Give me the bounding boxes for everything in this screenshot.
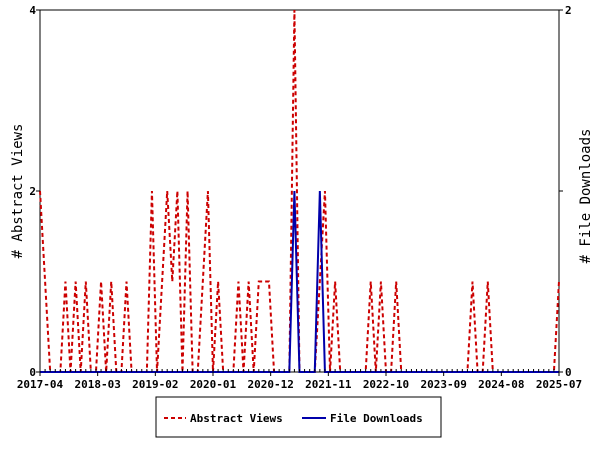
y-left-tick-label: 4 [29, 4, 36, 17]
legend: Abstract Views File Downloads [155, 396, 442, 438]
y-left-tick-label: 0 [29, 366, 36, 379]
x-tick-label: 2025-07 [536, 378, 582, 391]
y-right-tick-label: 0 [565, 366, 572, 379]
x-tick-label: 2020-01 [190, 378, 237, 391]
y-left-axis-title: # Abstract Views [10, 124, 26, 259]
legend-abstract-views-label: Abstract Views [190, 412, 283, 425]
y-left-tick-label: 2 [29, 185, 36, 198]
x-tick-label: 2020-12 [247, 378, 293, 391]
x-tick-label: 2021-11 [305, 378, 352, 391]
y-right-tick-label: 2 [565, 4, 572, 17]
x-tick-label: 2024-08 [478, 378, 524, 391]
x-tick-label: 2022-10 [363, 378, 409, 391]
y-right-axis-title: # File Downloads [578, 129, 594, 264]
legend-file-downloads-label: File Downloads [330, 412, 423, 425]
legend-box [155, 396, 442, 438]
x-tick-label: 2017-04 [17, 378, 64, 391]
x-tick-label: 2019-02 [132, 378, 178, 391]
x-tick-label: 2018-03 [74, 378, 120, 391]
axis-layer: 2017-04 2018-03 2019-02 2020-01 2020-12 2021-… [17, 4, 582, 391]
x-tick-label: 2023-09 [420, 378, 466, 391]
